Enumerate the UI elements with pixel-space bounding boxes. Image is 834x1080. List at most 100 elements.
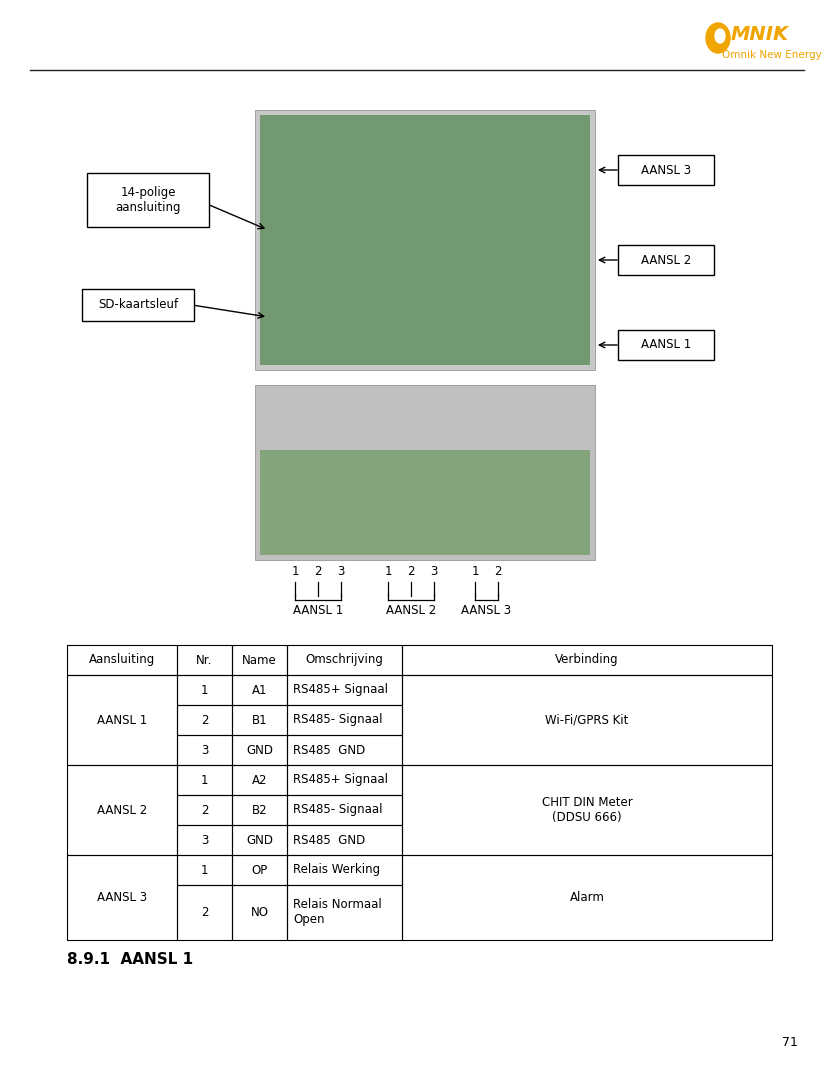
Text: Relais Normaal
Open: Relais Normaal Open bbox=[293, 899, 382, 927]
Bar bbox=[255, 110, 595, 370]
Text: SD-kaartsleuf: SD-kaartsleuf bbox=[98, 298, 178, 311]
Text: 14-polige
aansluiting: 14-polige aansluiting bbox=[115, 186, 181, 214]
Bar bbox=[177, 825, 232, 855]
Ellipse shape bbox=[706, 23, 730, 53]
Text: B2: B2 bbox=[252, 804, 268, 816]
Bar bbox=[67, 765, 177, 855]
Text: Verbinding: Verbinding bbox=[555, 653, 619, 666]
Text: B1: B1 bbox=[252, 714, 268, 727]
Bar bbox=[402, 675, 772, 765]
Text: AANSL 1: AANSL 1 bbox=[97, 714, 147, 727]
Bar bbox=[287, 795, 402, 825]
Text: NO: NO bbox=[250, 906, 269, 919]
Text: 1: 1 bbox=[384, 565, 392, 578]
Text: RS485+ Signaal: RS485+ Signaal bbox=[293, 684, 388, 697]
Text: RS485- Signaal: RS485- Signaal bbox=[293, 804, 383, 816]
Text: AANSL 2: AANSL 2 bbox=[97, 804, 147, 816]
Text: 3: 3 bbox=[201, 834, 208, 847]
Text: Relais Werking: Relais Werking bbox=[293, 864, 380, 877]
Text: RS485  GND: RS485 GND bbox=[293, 743, 365, 756]
Bar bbox=[232, 885, 287, 940]
Text: 3: 3 bbox=[201, 743, 208, 756]
Text: GND: GND bbox=[246, 834, 273, 847]
Text: AANSL 2: AANSL 2 bbox=[641, 254, 691, 267]
Text: Wi-Fi/GPRS Kit: Wi-Fi/GPRS Kit bbox=[545, 714, 629, 727]
FancyBboxPatch shape bbox=[618, 156, 714, 185]
Bar bbox=[232, 735, 287, 765]
Bar bbox=[177, 675, 232, 705]
Bar bbox=[287, 675, 402, 705]
Bar bbox=[287, 825, 402, 855]
Text: AANSL 3: AANSL 3 bbox=[97, 891, 147, 904]
Text: 3: 3 bbox=[337, 565, 344, 578]
Bar bbox=[177, 705, 232, 735]
FancyBboxPatch shape bbox=[618, 330, 714, 360]
Bar bbox=[67, 855, 177, 940]
Text: Omschrijving: Omschrijving bbox=[305, 653, 384, 666]
Bar bbox=[67, 675, 177, 765]
Bar bbox=[402, 645, 772, 675]
Bar bbox=[232, 645, 287, 675]
Text: 8.9.1  AANSL 1: 8.9.1 AANSL 1 bbox=[67, 951, 193, 967]
Bar bbox=[287, 645, 402, 675]
Text: RS485  GND: RS485 GND bbox=[293, 834, 365, 847]
Text: 2: 2 bbox=[314, 565, 322, 578]
Ellipse shape bbox=[715, 29, 725, 43]
Text: 1: 1 bbox=[471, 565, 479, 578]
Text: AANSL 2: AANSL 2 bbox=[386, 604, 436, 617]
Text: 2: 2 bbox=[201, 804, 208, 816]
Text: Nr.: Nr. bbox=[196, 653, 213, 666]
Text: Alarm: Alarm bbox=[570, 891, 605, 904]
Bar bbox=[177, 735, 232, 765]
Text: 2: 2 bbox=[407, 565, 414, 578]
Text: 1: 1 bbox=[291, 565, 299, 578]
Text: 1: 1 bbox=[201, 864, 208, 877]
Bar bbox=[177, 885, 232, 940]
Bar bbox=[287, 765, 402, 795]
Bar bbox=[232, 855, 287, 885]
Bar bbox=[255, 384, 595, 561]
Bar bbox=[232, 705, 287, 735]
Text: 1: 1 bbox=[201, 773, 208, 786]
Bar bbox=[232, 675, 287, 705]
Text: Name: Name bbox=[242, 653, 277, 666]
Text: AANSL 1: AANSL 1 bbox=[641, 338, 691, 351]
Text: A2: A2 bbox=[252, 773, 267, 786]
Text: RS485+ Signaal: RS485+ Signaal bbox=[293, 773, 388, 786]
Text: GND: GND bbox=[246, 743, 273, 756]
Bar bbox=[287, 705, 402, 735]
Text: 2: 2 bbox=[201, 714, 208, 727]
Text: 3: 3 bbox=[430, 565, 438, 578]
Bar bbox=[260, 114, 590, 365]
Bar bbox=[177, 765, 232, 795]
Text: 2: 2 bbox=[495, 565, 502, 578]
Text: MNIK: MNIK bbox=[731, 26, 789, 44]
FancyBboxPatch shape bbox=[618, 245, 714, 275]
Bar bbox=[402, 855, 772, 940]
Bar bbox=[287, 735, 402, 765]
Text: 71: 71 bbox=[782, 1036, 798, 1049]
Bar bbox=[232, 765, 287, 795]
Text: AANSL 1: AANSL 1 bbox=[293, 604, 343, 617]
Bar bbox=[67, 645, 177, 675]
Bar bbox=[287, 855, 402, 885]
Bar bbox=[287, 885, 402, 940]
Bar bbox=[177, 645, 232, 675]
Bar bbox=[232, 795, 287, 825]
FancyBboxPatch shape bbox=[87, 173, 209, 227]
Text: Aansluiting: Aansluiting bbox=[89, 653, 155, 666]
Text: Omnik New Energy: Omnik New Energy bbox=[722, 50, 821, 60]
Text: ∧: ∧ bbox=[773, 23, 785, 41]
Bar bbox=[177, 795, 232, 825]
Bar bbox=[260, 450, 590, 555]
Bar bbox=[177, 855, 232, 885]
Bar bbox=[232, 825, 287, 855]
Bar bbox=[402, 765, 772, 855]
Text: AANSL 3: AANSL 3 bbox=[461, 604, 511, 617]
Text: 2: 2 bbox=[201, 906, 208, 919]
Text: OP: OP bbox=[251, 864, 268, 877]
FancyBboxPatch shape bbox=[82, 289, 194, 321]
Text: AANSL 3: AANSL 3 bbox=[641, 163, 691, 176]
Text: 1: 1 bbox=[201, 684, 208, 697]
Text: RS485- Signaal: RS485- Signaal bbox=[293, 714, 383, 727]
